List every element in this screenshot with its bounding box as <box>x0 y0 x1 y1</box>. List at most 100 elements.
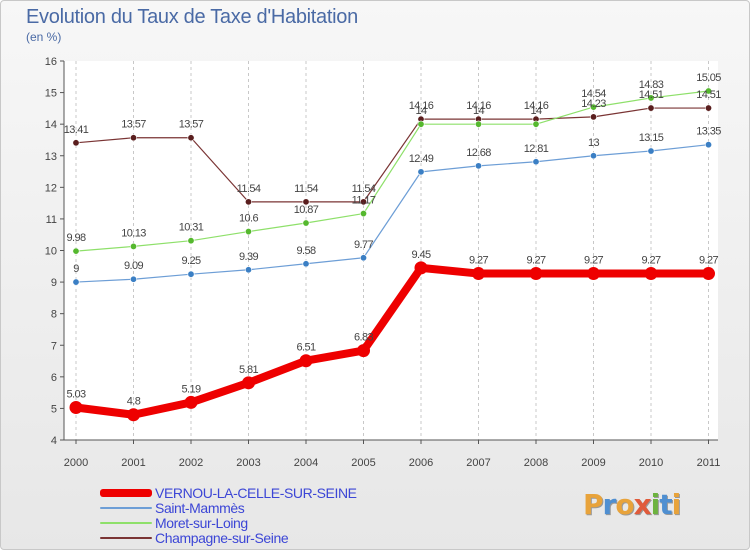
logo-letter-2: o <box>615 488 634 521</box>
chart-subtitle: (en %) <box>26 30 62 44</box>
data-label-champagne-sur-seine-2006: 14.16 <box>409 100 434 112</box>
x-tick-label-2001: 2001 <box>121 457 145 469</box>
plot-area <box>64 61 718 440</box>
data-label-vernou-la-celle-sur-seine-2001: 4.8 <box>127 396 141 408</box>
y-tick-label-12: 12 <box>45 182 57 194</box>
data-label-champagne-sur-seine-2005: 11.54 <box>352 183 376 195</box>
x-tick-label-2010: 2010 <box>639 457 663 469</box>
data-label-moret-sur-loing-2005: 11.17 <box>352 195 376 207</box>
logo-letter-4: i <box>650 488 661 521</box>
point-vernou-la-celle-sur-seine-2005 <box>357 344 370 358</box>
legend-item-moret-sur-loing: Moret-sur-Loing <box>100 514 357 531</box>
x-tick-label-2011: 2011 <box>697 457 721 469</box>
x-tick-label-2002: 2002 <box>179 457 203 469</box>
data-label-vernou-la-celle-sur-seine-2003: 5.81 <box>239 364 258 376</box>
x-tick-label-2000: 2000 <box>64 457 88 469</box>
data-label-saint-mamm-s-2006: 12.49 <box>409 153 434 165</box>
data-label-champagne-sur-seine-2004: 11.54 <box>294 183 318 195</box>
x-tick-label-2009: 2009 <box>581 457 605 469</box>
point-vernou-la-celle-sur-seine-2010 <box>644 267 658 281</box>
point-champagne-sur-seine-2002 <box>187 134 195 142</box>
data-label-moret-sur-loing-2004: 10.87 <box>294 204 319 216</box>
data-label-saint-mamm-s-2003: 9.39 <box>239 251 258 263</box>
legend-item-vernou-la-celle-sur-seine: VERNOU-LA-CELLE-SUR-SEINE <box>100 484 357 501</box>
x-tick-label-2008: 2008 <box>524 457 548 469</box>
point-saint-mamm-s-2011 <box>704 141 712 149</box>
series-line-moret-sur-loing <box>75 90 710 252</box>
data-label-vernou-la-celle-sur-seine-2007: 9.27 <box>469 255 488 267</box>
point-champagne-sur-seine-2001 <box>130 134 138 142</box>
logo-letter-0: P <box>583 488 604 521</box>
legend-label-saint-mamm-s: Saint-Mammès <box>155 499 245 516</box>
point-saint-mamm-s-2004 <box>302 260 310 268</box>
point-saint-mamm-s-2007 <box>474 162 482 170</box>
point-champagne-sur-seine-2004 <box>302 198 310 206</box>
point-moret-sur-loing-2006 <box>417 120 425 128</box>
y-tick-label-4: 4 <box>51 435 57 447</box>
point-saint-mamm-s-2005 <box>359 254 367 262</box>
data-label-saint-mamm-s-2009: 13 <box>588 137 600 149</box>
point-moret-sur-loing-2009 <box>589 103 597 111</box>
data-label-vernou-la-celle-sur-seine-2009: 9.27 <box>584 255 603 267</box>
point-champagne-sur-seine-2003 <box>245 198 253 206</box>
y-tick-label-15: 15 <box>45 88 57 100</box>
point-saint-mamm-s-2000 <box>72 278 80 286</box>
point-champagne-sur-seine-2011 <box>704 104 712 112</box>
data-label-champagne-sur-seine-2010: 14.51 <box>639 89 664 101</box>
data-label-moret-sur-loing-2001: 10.13 <box>121 227 146 239</box>
logo-letter-5: t <box>659 488 672 521</box>
data-label-vernou-la-celle-sur-seine-2006: 9.45 <box>411 249 430 261</box>
point-vernou-la-celle-sur-seine-2009 <box>587 267 600 281</box>
data-label-vernou-la-celle-sur-seine-2010: 9.27 <box>641 255 660 267</box>
data-label-vernou-la-celle-sur-seine-2005: 6.83 <box>354 332 373 344</box>
data-label-vernou-la-celle-sur-seine-2011: 9.27 <box>699 255 718 267</box>
x-tick-label-2004: 2004 <box>294 457 318 469</box>
data-label-champagne-sur-seine-2011: 14.51 <box>696 89 721 101</box>
point-vernou-la-celle-sur-seine-2000 <box>69 400 83 414</box>
point-saint-mamm-s-2009 <box>589 152 597 160</box>
point-saint-mamm-s-2001 <box>130 275 138 283</box>
x-tick-label-2007: 2007 <box>466 457 490 469</box>
point-saint-mamm-s-2003 <box>245 266 253 274</box>
data-label-champagne-sur-seine-2000: 13.41 <box>64 124 89 136</box>
y-tick-label-5: 5 <box>51 403 57 415</box>
point-champagne-sur-seine-2000 <box>72 139 80 147</box>
y-tick-label-7: 7 <box>51 340 57 352</box>
data-label-vernou-la-celle-sur-seine-2000: 5.03 <box>66 388 85 400</box>
legend-label-vernou-la-celle-sur-seine: VERNOU-LA-CELLE-SUR-SEINE <box>155 484 357 501</box>
data-label-saint-mamm-s-2007: 12.68 <box>466 147 491 159</box>
data-label-moret-sur-loing-2003: 10.6 <box>239 213 258 225</box>
series-line-champagne-sur-seine <box>75 107 710 203</box>
data-label-moret-sur-loing-2000: 9.98 <box>66 232 85 244</box>
data-label-saint-mamm-s-2011: 13.35 <box>696 126 721 138</box>
y-tick-label-10: 10 <box>45 246 57 258</box>
point-champagne-sur-seine-2010 <box>647 104 655 112</box>
point-vernou-la-celle-sur-seine-2003 <box>242 376 255 390</box>
y-tick-label-13: 13 <box>45 151 57 163</box>
data-label-vernou-la-celle-sur-seine-2008: 9.27 <box>526 255 545 267</box>
point-moret-sur-loing-2002 <box>187 237 195 245</box>
data-label-vernou-la-celle-sur-seine-2002: 5.19 <box>181 383 200 395</box>
legend-item-champagne-sur-seine: Champagne-sur-Seine <box>100 529 357 546</box>
data-label-saint-mamm-s-2008: 12.81 <box>524 143 549 155</box>
point-moret-sur-loing-2005 <box>359 210 367 218</box>
legend-swatch-vernou-la-celle-sur-seine <box>100 488 152 497</box>
y-tick-label-11: 11 <box>46 214 57 226</box>
y-tick-label-9: 9 <box>51 277 57 289</box>
point-moret-sur-loing-2004 <box>302 219 310 227</box>
chart-title: Evolution du Taux de Taxe d'Habitation <box>26 6 358 28</box>
point-vernou-la-celle-sur-seine-2004 <box>299 354 313 368</box>
point-moret-sur-loing-2011 <box>704 87 712 95</box>
x-tick-label-2005: 2005 <box>351 457 375 469</box>
legend-label-moret-sur-loing: Moret-sur-Loing <box>155 514 248 531</box>
point-champagne-sur-seine-2005 <box>359 198 367 206</box>
data-label-moret-sur-loing-2010: 14.83 <box>639 79 664 91</box>
legend-swatch-saint-mamm-s <box>100 506 152 509</box>
data-label-champagne-sur-seine-2009: 14.23 <box>581 98 606 110</box>
point-vernou-la-celle-sur-seine-2002 <box>184 395 198 409</box>
legend-label-champagne-sur-seine: Champagne-sur-Seine <box>155 529 289 546</box>
data-label-moret-sur-loing-2006: 14 <box>415 105 427 117</box>
proxiti-logo: Proxiti <box>583 488 681 521</box>
point-moret-sur-loing-2000 <box>72 247 80 255</box>
